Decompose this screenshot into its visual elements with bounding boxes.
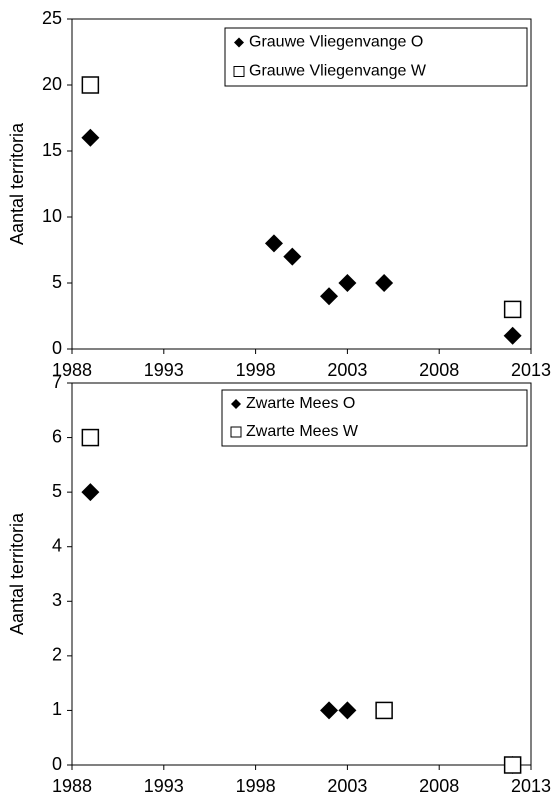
plot-frame (71, 382, 532, 766)
square-marker (503, 300, 522, 319)
y-tick-label: 10 (42, 206, 62, 226)
square-marker (375, 701, 393, 720)
diamond-marker (81, 483, 100, 502)
y-tick-label: 3 (52, 590, 62, 610)
diamond-marker (375, 274, 394, 292)
legend-label: Zwarte Mees O (246, 395, 355, 412)
x-tick-label: 1998 (236, 776, 276, 796)
diamond-marker (320, 701, 339, 720)
square-marker (81, 428, 100, 447)
x-tick-label: 2013 (511, 360, 551, 380)
x-tick-label: 2003 (327, 360, 367, 380)
y-tick-label: 25 (42, 8, 62, 28)
y-tick-label: 0 (52, 754, 62, 774)
x-tick-label: 1998 (236, 360, 276, 380)
y-tick-label: 20 (42, 74, 62, 94)
y-tick-label: 5 (52, 272, 62, 292)
y-tick-label: 6 (52, 426, 62, 446)
x-tick-label: 1993 (144, 776, 184, 796)
y-axis-label: Aantal territoria (7, 512, 27, 635)
diamond-marker (320, 287, 339, 306)
x-tick-label: 2013 (511, 776, 551, 796)
y-tick-label: 5 (52, 481, 62, 501)
legend-label: Grauwe Vliegenvange W (249, 63, 427, 80)
x-tick-label: 1993 (144, 360, 184, 380)
legend-marker (230, 426, 242, 438)
legend-label: Grauwe Vliegenvange O (249, 34, 423, 51)
legend-marker (233, 66, 245, 77)
x-tick-label: 2008 (419, 360, 459, 380)
x-tick-label: 1988 (52, 360, 92, 380)
legend-marker (231, 399, 241, 409)
y-tick-label: 1 (52, 699, 62, 719)
y-axis-label: Aantal territoria (7, 122, 27, 245)
diamond-marker (81, 128, 100, 147)
plot-frame (71, 18, 532, 350)
diamond-marker (283, 247, 302, 266)
x-tick-label: 2008 (419, 776, 459, 796)
legend-marker (234, 37, 244, 48)
y-tick-label: 0 (52, 338, 62, 358)
diamond-marker (338, 701, 357, 720)
y-tick-label: 4 (52, 535, 62, 555)
y-tick-label: 15 (42, 140, 62, 160)
diamond-marker (503, 326, 522, 345)
square-marker (503, 756, 522, 774)
x-tick-label: 2003 (327, 776, 367, 796)
legend-box (224, 27, 528, 87)
square-marker (81, 76, 100, 94)
legend-label: Zwarte Mees W (246, 423, 359, 440)
x-tick-label: 1988 (52, 776, 92, 796)
legend-box (221, 389, 528, 447)
y-tick-label: 2 (52, 645, 62, 665)
y-tick-label: 7 (52, 372, 62, 392)
diamond-marker (264, 234, 283, 253)
diamond-marker (338, 274, 357, 292)
